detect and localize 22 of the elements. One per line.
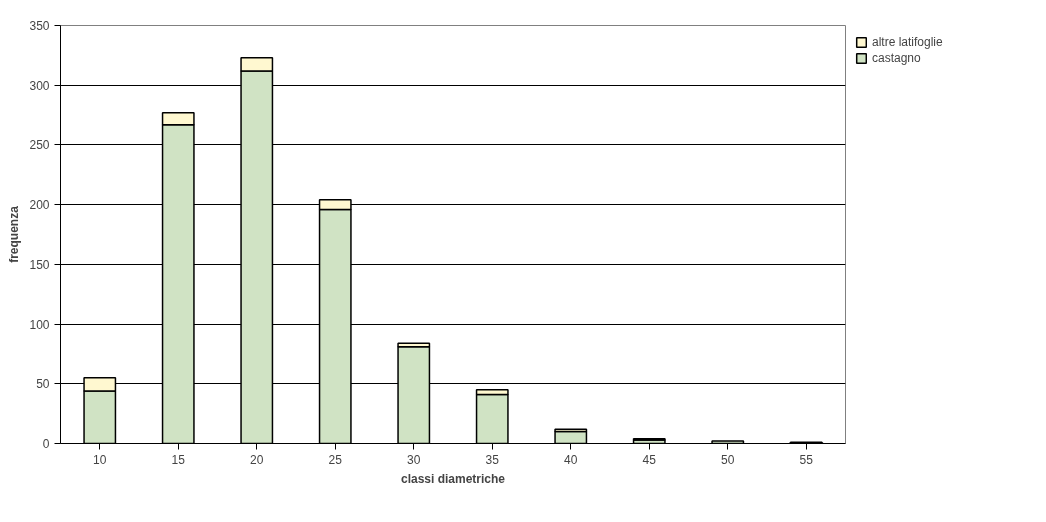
y-tick-label: 150	[29, 257, 50, 272]
x-tick-label: 50	[721, 452, 735, 467]
y-tick-label: 200	[29, 198, 50, 213]
x-tick-label: 55	[799, 452, 814, 467]
y-tick-label: 250	[29, 138, 50, 153]
legend-label: castagno	[872, 51, 921, 65]
x-tick-label: 10	[93, 452, 107, 467]
y-tick-label: 350	[29, 19, 50, 33]
legend-label: altre latifoglie	[872, 35, 943, 49]
y-tick-label: 0	[42, 437, 50, 451]
x-tick-label: 45	[642, 452, 657, 467]
x-tick-label: 35	[485, 452, 500, 467]
y-tick-label: 50	[36, 377, 50, 392]
x-tick-label: 15	[171, 452, 186, 467]
y-tick-label: 300	[29, 78, 50, 93]
y-tick-label: 100	[29, 317, 50, 332]
x-tick-label: 30	[407, 452, 421, 467]
x-axis-title: classi diametriche	[400, 471, 506, 486]
x-tick-label: 20	[250, 452, 264, 467]
x-tick-label: 40	[564, 452, 578, 467]
y-axis-title: frequenza	[7, 205, 22, 263]
x-tick-label: 25	[328, 452, 343, 467]
